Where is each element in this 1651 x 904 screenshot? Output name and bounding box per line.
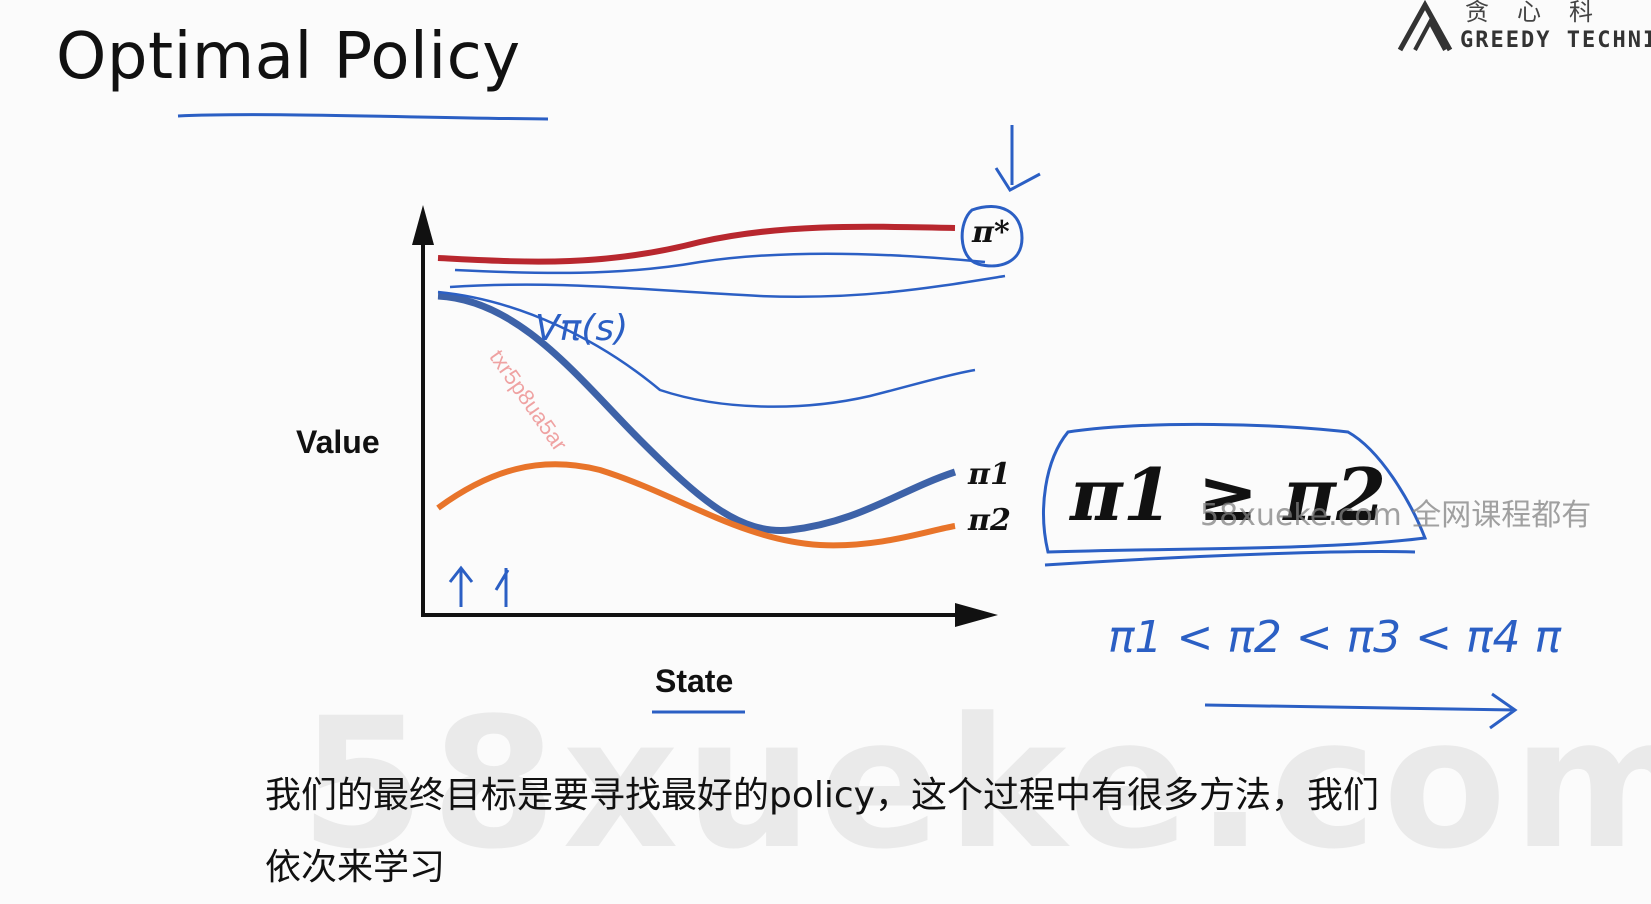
pi-star-label: π*: [971, 215, 1010, 250]
y-axis-arrow-icon: [412, 205, 434, 245]
logo-mark-icon: [1397, 0, 1453, 52]
pi2-curve: [436, 461, 956, 549]
watermark-large: 58xueke.com: [300, 680, 1651, 889]
value-axis-label: Value: [296, 424, 380, 460]
subtitle: 我们的最终目标是要寻找最好的policy，这个过程中有很多方法，我们 依次来学习: [265, 760, 1525, 904]
x-axis-arrow-icon: [955, 603, 998, 627]
inequality-box: [1042, 422, 1428, 554]
pi-star-circle: [960, 205, 1024, 268]
up-arrow-icon: [448, 565, 474, 607]
up-arrow-icon-2: [494, 568, 510, 607]
pi1-curve: [437, 292, 957, 534]
logo-chinese-text: 贪心科: [1465, 0, 1621, 26]
v-pi-annotation-curve: [437, 290, 976, 408]
subtitle-line-2: 依次来学习: [265, 847, 446, 888]
pi2-label: π2: [967, 503, 1011, 538]
policy-sequence-annotation: π1 < π2 < π3 < π4 π: [1108, 612, 1562, 663]
pi-star-curve: [437, 223, 956, 265]
pi-star-annotation-line-2: [449, 274, 1006, 299]
sequence-underline: [1044, 550, 1416, 567]
slide-title: Optimal Policy: [56, 20, 521, 94]
state-axis-label: State: [655, 663, 734, 699]
title-underline: [177, 113, 549, 121]
right-arrow-icon: [1204, 692, 1518, 730]
pi1-label: π1: [967, 457, 1011, 492]
logo-english-text: GREEDY TECHNI: [1460, 28, 1651, 53]
inequality-formula: π1 ≥ π2: [1068, 452, 1386, 537]
subtitle-line-1: 我们的最终目标是要寻找最好的policy，这个过程中有很多方法，我们: [265, 775, 1379, 816]
watermark-mid: 58xueke.com 全网课程都有: [1200, 498, 1592, 533]
down-arrow-icon: [994, 125, 1041, 192]
v-pi-annotation: Vπ(s): [535, 308, 628, 349]
pi-star-annotation-line: [454, 252, 986, 275]
